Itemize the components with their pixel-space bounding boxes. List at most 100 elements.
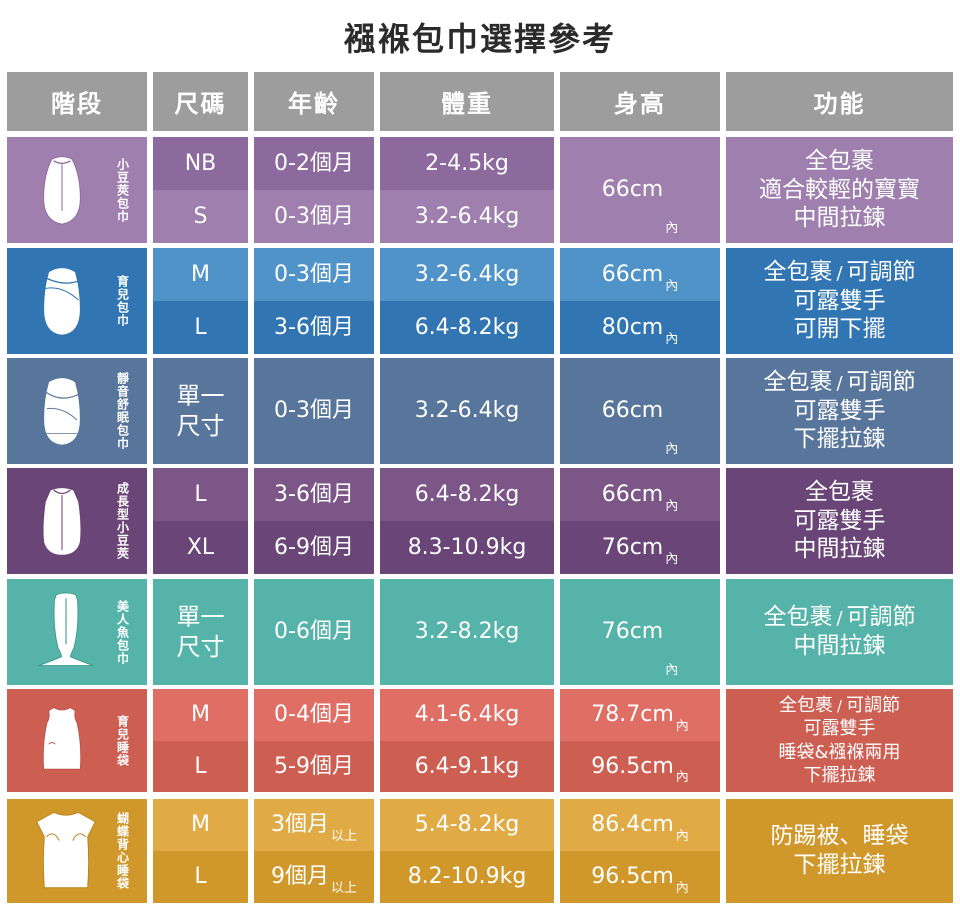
height-suffix: 內 <box>675 718 689 734</box>
function-cell: 全包裹 / 可調節 中間拉鍊 <box>726 579 953 685</box>
height-suffix: 內 <box>665 498 679 514</box>
quiet-swaddle-icon <box>43 377 81 446</box>
function-line: 全包裹 <box>805 478 874 505</box>
function-line: 可露雙手 <box>803 718 876 740</box>
function-line: 可開下擺 <box>793 316 886 343</box>
size-cell: M <box>153 248 248 301</box>
stage-cell: 靜音舒眠包巾 <box>7 358 147 464</box>
weight-cell: 4.1-6.4kg <box>380 689 554 741</box>
age-cell: 0-3個月 <box>254 358 374 464</box>
height-suffix: 內 <box>675 828 689 844</box>
height-value: 66cm <box>601 481 664 507</box>
size-cell: NB <box>153 137 248 190</box>
size-cell: L <box>153 301 248 354</box>
function-line: 適合較輕的寶寶 <box>759 176 920 203</box>
height-value: 66cm <box>601 398 664 424</box>
height-value: 96.5cm <box>591 864 674 890</box>
age-cell: 5-9個月 <box>254 741 374 792</box>
height-cell: 66cm 內 <box>560 248 720 301</box>
size-cell: S <box>153 190 248 243</box>
height-value: 86.4cm <box>591 812 674 838</box>
stage-cell: 美人魚包巾 <box>7 579 147 685</box>
height-value: 96.5cm <box>591 753 674 779</box>
function-cell: 全包裹 / 可調節 可露雙手 可開下擺 <box>726 248 953 354</box>
function-line: 全包裹 / 可調節 <box>778 694 901 716</box>
age-cell: 0-3個月 <box>254 248 374 301</box>
age-cell: 0-3個月 <box>254 190 374 243</box>
header-weight: 體重 <box>380 72 554 131</box>
height-value: 76cm <box>601 534 664 560</box>
sleep-sack-icon <box>42 707 82 770</box>
height-value: 66cm <box>601 177 664 203</box>
mermaid-icon <box>38 592 94 666</box>
size-cell: 單一 尺寸 <box>153 579 248 685</box>
section-butterfly-vest: 蝴蝶背心睡袋 M L 3個月 以上 9個月 以上 5.4-8.2kg 8.2-10.… <box>7 799 953 903</box>
size-cell: L <box>153 851 248 903</box>
page-title: 襁褓包巾選擇參考 <box>343 20 616 58</box>
stage-cell: 育兒包巾 <box>7 248 147 354</box>
size-line: 尺寸 <box>176 633 225 661</box>
stage-label: 成長型小豆莢 <box>115 482 130 560</box>
weight-cell: 6.4-8.2kg <box>380 468 554 521</box>
height-value: 80cm <box>601 314 664 340</box>
section-quiet-swaddle: 靜音舒眠包巾 單一 尺寸 0-3個月 3.2-6.4kg 66cm 內 全包裹 / 可… <box>7 358 953 464</box>
height-suffix: 內 <box>665 331 679 347</box>
section-sleep-sack: 育兒睡袋 M L 0-4個月 5-9個月 4.1-6.4kg 6.4-9.1kg… <box>7 689 953 792</box>
function-cell: 全包裹 / 可調節 可露雙手 下擺拉鍊 <box>726 358 953 464</box>
age-cell: 0-2個月 <box>254 137 374 190</box>
size-cell: XL <box>153 521 248 574</box>
height-cell: 96.5cm 內 <box>560 741 720 792</box>
function-line: 可露雙手 <box>793 507 886 534</box>
stage-label: 靜音舒眠包巾 <box>115 372 130 450</box>
function-line: 可露雙手 <box>793 397 886 424</box>
height-cell: 66cm 內 <box>560 468 720 521</box>
stage-label: 美人魚包巾 <box>115 599 130 665</box>
stage-cell: 育兒睡袋 <box>7 689 147 792</box>
height-suffix: 內 <box>665 278 679 294</box>
size-cell: M <box>153 689 248 741</box>
height-cell: 66cm 內 <box>560 137 720 243</box>
function-line: 中間拉鍊 <box>793 205 886 232</box>
function-line: 全包裹 / 可調節 <box>763 258 916 285</box>
height-cell: 76cm 內 <box>560 579 720 685</box>
stage-label: 小豆莢包巾 <box>115 157 130 223</box>
age-cell: 0-6個月 <box>254 579 374 685</box>
weight-cell: 6.4-9.1kg <box>380 741 554 792</box>
header-size: 尺碼 <box>153 72 248 131</box>
function-part: 全包裹 <box>763 258 833 285</box>
function-line: 全包裹 / 可調節 <box>763 368 916 395</box>
age-suffix: 以上 <box>330 880 357 896</box>
age-cell: 9個月 以上 <box>254 851 374 903</box>
height-cell: 76cm 內 <box>560 521 720 574</box>
weight-cell: 2-4.5kg <box>380 137 554 190</box>
height-suffix: 內 <box>665 220 679 236</box>
age-cell: 3個月 以上 <box>254 799 374 851</box>
height-cell: 66cm 內 <box>560 358 720 464</box>
function-line: 防踢被、睡袋 <box>770 823 909 850</box>
size-cell: L <box>153 468 248 521</box>
transition-pod-icon <box>41 487 83 556</box>
height-value: 66cm <box>601 261 664 287</box>
stage-label: 蝴蝶背心睡袋 <box>115 812 130 890</box>
function-cell: 全包裹 適合較輕的寶寶 中間拉鍊 <box>726 137 953 243</box>
weight-cell: 6.4-8.2kg <box>380 301 554 354</box>
age-value: 3個月 <box>270 812 329 838</box>
function-line: 全包裹 / 可調節 <box>763 604 916 631</box>
size-cell: L <box>153 741 248 792</box>
function-line: 可露雙手 <box>793 287 886 314</box>
height-suffix: 內 <box>665 441 679 457</box>
height-cell: 80cm 內 <box>560 301 720 354</box>
age-suffix: 以上 <box>330 828 357 844</box>
header-function: 功能 <box>726 72 953 131</box>
header-age: 年齡 <box>254 72 374 131</box>
stage-label: 育兒包巾 <box>115 275 130 327</box>
section-sleep-pod: 小豆莢包巾 NB S 0-2個月 0-3個月 2-4.5kg 3.2-6.4kg… <box>7 137 953 243</box>
size-line: 尺寸 <box>176 412 225 440</box>
weight-cell: 8.3-10.9kg <box>380 521 554 574</box>
function-cell: 全包裹 可露雙手 中間拉鍊 <box>726 468 953 574</box>
stage-cell: 小豆莢包巾 <box>7 137 147 243</box>
height-cell: 96.5cm 內 <box>560 851 720 903</box>
butterfly-vest-icon <box>36 811 96 889</box>
age-cell: 3-6個月 <box>254 301 374 354</box>
function-line: 睡袋&襁褓兩用 <box>778 741 901 763</box>
